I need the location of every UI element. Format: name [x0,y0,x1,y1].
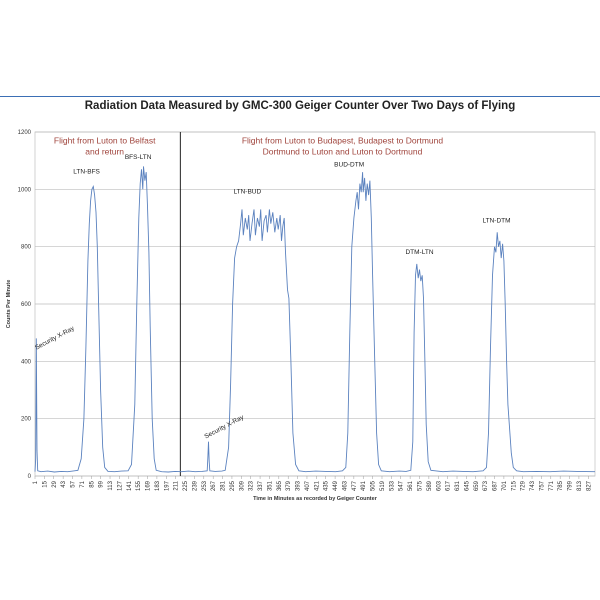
x-tick-label: 15 [42,480,48,487]
x-tick-label: 393 [296,480,302,491]
x-tick-label: 239 [192,480,198,491]
x-tick-label: 519 [380,480,386,491]
x-tick-label: 505 [371,480,377,491]
x-tick-label: 659 [474,480,480,491]
x-tick-label: 785 [558,480,564,491]
x-tick-label: 365 [277,480,283,491]
x-tick-label: 1 [33,480,39,484]
x-tick-label: 575 [417,480,423,491]
x-axis-title: Time in Minutes as recorded by Geiger Co… [253,496,378,502]
x-tick-label: 715 [511,480,517,491]
x-tick-label: 197 [164,480,170,491]
x-tick-label: 771 [549,480,555,491]
x-tick-label: 253 [202,480,208,491]
flight-description: Dortmund to Luton and Luton to Dortmund [263,146,423,156]
y-tick-label: 400 [21,359,32,365]
series-group [34,166,596,473]
y-tick-label: 1000 [18,187,32,193]
y-tick-label: 0 [28,474,32,480]
x-tick-label: 743 [530,480,536,491]
x-tick-label: 29 [52,480,58,487]
x-tick-label: 645 [464,480,470,491]
x-tick-label: 673 [483,480,489,491]
y-tick-label: 800 [21,245,32,251]
flight-description: and return [85,146,124,156]
x-tick-label: 547 [399,480,405,491]
peak-label: Security X-Ray [203,414,245,441]
y-tick-label: 1200 [18,130,32,136]
x-tick-label: 267 [211,480,217,491]
x-tick-label: 169 [146,480,152,491]
x-tick-label: 589 [427,480,433,491]
top-rule [0,96,600,97]
x-tick-label: 407 [305,480,311,491]
peak-label: DTM-LTN [405,249,433,256]
y-tick-label: 200 [21,417,32,423]
series-line [34,166,596,473]
peak-label: BUD-DTM [334,161,364,168]
x-tick-label: 211 [174,480,180,490]
flight-description: Flight from Luton to Belfast [54,135,156,145]
x-tick-label: 295 [230,480,236,491]
x-tick-label: 701 [502,480,508,491]
x-tick-label: 141 [127,480,133,491]
x-tick-label: 687 [493,480,499,491]
x-tick-label: 533 [389,480,395,491]
x-tick-label: 729 [521,480,527,491]
x-tick-label: 463 [342,480,348,491]
peak-label: LTN-BUD [234,189,262,196]
peak-label: LTN-BFS [73,169,100,176]
x-tick-label: 57 [71,480,77,487]
x-tick-label: 281 [221,480,227,491]
x-tick-label: 617 [446,480,452,491]
chart-title: Radiation Data Measured by GMC-300 Geige… [84,100,516,112]
x-tick-label: 631 [455,480,461,491]
peak-label: LTN-DTM [483,217,511,224]
flight-description: Flight from Luton to Budapest, Budapest … [242,135,444,145]
x-tick-label: 813 [577,480,583,491]
x-tick-label: 351 [267,480,273,491]
x-tick-label: 183 [155,480,161,491]
x-tick-labels: 1 15 29 43 57 71 85 99 113 127 141 155 169 183 197 211 2… [33,480,592,491]
x-tick-label: 477 [352,480,358,491]
x-tick-label: 85 [89,480,95,487]
x-tick-label: 71 [80,480,86,487]
y-tick-labels: 0 200 400 600 800 1000 1200 [18,130,32,480]
x-tick-label: 309 [239,480,245,491]
peak-label: Security X-Ray [34,325,76,352]
x-tick-label: 323 [249,480,255,491]
x-tick-label: 225 [183,480,189,491]
x-tick-label: 603 [436,480,442,491]
gridlines [34,131,596,479]
x-tick-label: 99 [99,480,105,487]
x-tick-label: 435 [324,480,330,491]
x-tick-label: 449 [333,480,339,491]
x-tick-label: 43 [61,480,67,487]
x-tick-label: 155 [136,480,142,491]
peak-label: BFS-LTN [125,154,152,161]
x-tick-label: 757 [539,480,545,491]
x-tick-label: 561 [408,480,414,491]
x-tick-label: 127 [117,480,123,491]
x-tick-label: 113 [108,480,114,490]
x-tick-label: 337 [258,480,264,491]
x-tick-label: 379 [286,480,292,491]
x-tick-label: 491 [361,480,367,491]
y-axis-title: Counts Per Minute [6,280,12,329]
x-tick-label: 799 [568,480,574,491]
y-tick-label: 600 [21,302,32,308]
x-tick-label: 421 [314,480,320,491]
x-tick-label: 827 [586,480,592,491]
annotations: Security X-Ray LTN-BFS BFS-LTN Security X-R… [34,135,511,440]
